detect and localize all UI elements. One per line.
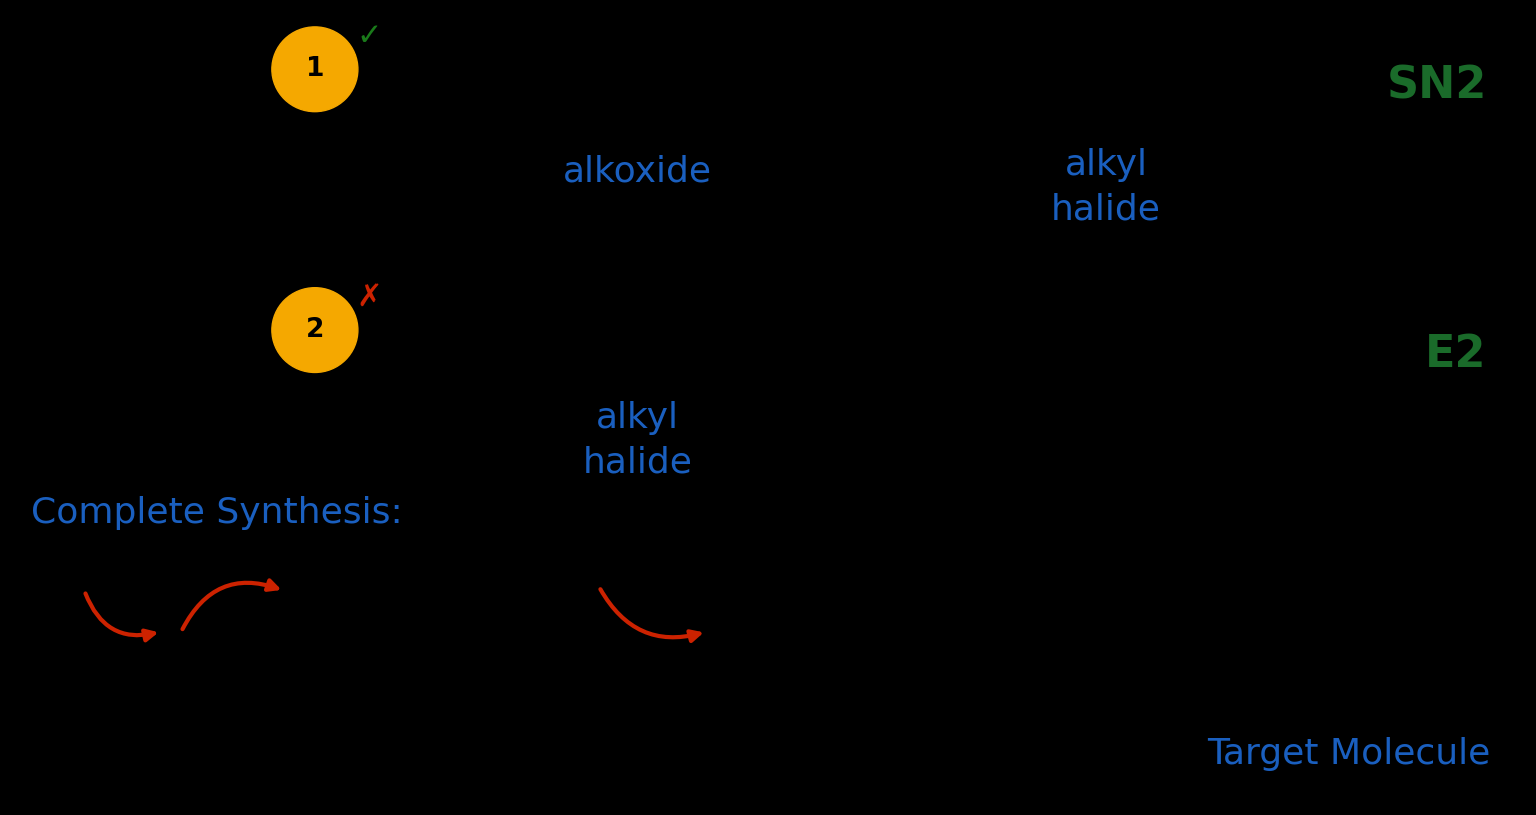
Ellipse shape [272, 288, 358, 372]
Ellipse shape [272, 27, 358, 112]
Text: ✗: ✗ [356, 283, 382, 312]
Text: E2: E2 [1425, 333, 1487, 376]
FancyArrowPatch shape [86, 593, 154, 641]
Text: alkyl
halide: alkyl halide [1051, 148, 1161, 227]
FancyArrowPatch shape [183, 580, 276, 629]
Text: 1: 1 [306, 56, 324, 82]
Text: 2: 2 [306, 317, 324, 343]
Text: alkoxide: alkoxide [562, 154, 713, 188]
Text: Target Molecule: Target Molecule [1207, 737, 1490, 771]
Text: Complete Synthesis:: Complete Synthesis: [31, 496, 402, 531]
Text: ✓: ✓ [356, 22, 382, 51]
Text: SN2: SN2 [1387, 64, 1487, 107]
Text: alkyl
halide: alkyl halide [582, 401, 693, 479]
FancyArrowPatch shape [601, 589, 699, 641]
